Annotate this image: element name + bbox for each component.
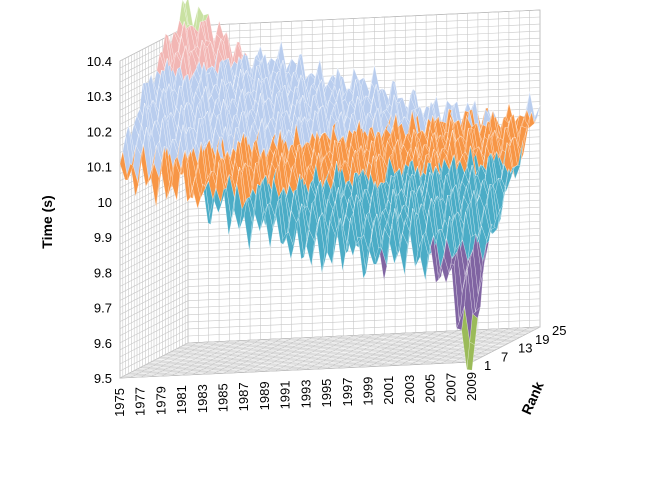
y-tick-label: 10.3	[87, 89, 112, 104]
gridline	[153, 344, 507, 361]
x-tick-label: 1991	[278, 381, 293, 410]
gridline	[187, 326, 541, 344]
x-tick-label: 1993	[298, 380, 313, 409]
gridline	[122, 360, 475, 377]
x-tick-label: 1979	[153, 386, 168, 415]
gridline	[159, 341, 512, 358]
z-tick-label: 25	[552, 323, 566, 338]
x-tick-label: 1985	[216, 383, 231, 412]
gridline	[128, 357, 481, 374]
gridline	[156, 342, 509, 360]
gridline	[131, 355, 484, 373]
x-tick-label: 1983	[195, 384, 210, 413]
gridline	[119, 361, 473, 379]
y-tick-label: 10.2	[87, 124, 112, 139]
gridline	[145, 348, 498, 366]
x-tick-label: 1977	[133, 387, 148, 416]
x-tick-label: 2003	[402, 375, 417, 404]
y-tick-label: 10.1	[87, 160, 112, 175]
gridline	[148, 347, 501, 364]
gridline	[168, 336, 521, 354]
surface-plot	[119, 0, 541, 371]
x-tick-label: 1975	[112, 388, 127, 417]
gridline	[142, 350, 495, 367]
y-tick-label: 9.5	[94, 371, 112, 386]
y-tick-label: 9.6	[94, 336, 112, 351]
gridline	[134, 354, 487, 371]
x-tick-label: 2009	[464, 372, 479, 401]
gridline	[151, 345, 504, 363]
y-tick-label: 9.9	[94, 230, 112, 245]
x-tick-label: 2001	[381, 376, 396, 405]
y-tick-label: 9.7	[94, 301, 112, 316]
gridline	[139, 351, 492, 369]
gridline	[136, 353, 490, 370]
gridline	[165, 338, 518, 355]
x-tick-label: 1999	[361, 377, 376, 406]
x-tick-label: 1987	[236, 382, 251, 411]
x-tick-label: 1995	[319, 379, 334, 408]
y-axis-ticks: 9.5 9.6 9.7 9.8 9.9 10 10.1 10.2 10.3 10.4	[87, 54, 112, 386]
x-tick-label: 2007	[443, 373, 458, 402]
z-axis-title: Rank	[518, 379, 547, 417]
surface-cell	[119, 151, 129, 181]
gridline	[162, 339, 515, 357]
x-tick-label: 2005	[423, 374, 438, 403]
z-tick-label: 1	[484, 358, 491, 373]
y-tick-label: 10	[98, 195, 112, 210]
gridline	[125, 358, 478, 376]
y-tick-label: 10.4	[87, 54, 112, 69]
x-tick-label: 1989	[257, 381, 272, 410]
y-tick-label: 9.8	[94, 265, 112, 280]
gridline	[185, 328, 538, 345]
z-tick-label: 7	[501, 349, 508, 364]
x-axis-ticks: 1975 1977 1979 1981 1983 1985 1987 1989 1991 1993…	[112, 372, 479, 417]
y-axis-title: Time (s)	[39, 195, 55, 248]
z-tick-label: 13	[518, 341, 532, 356]
x-tick-label: 1981	[174, 385, 189, 414]
x-tick-label: 1997	[340, 378, 355, 407]
z-tick-label: 19	[535, 332, 549, 347]
